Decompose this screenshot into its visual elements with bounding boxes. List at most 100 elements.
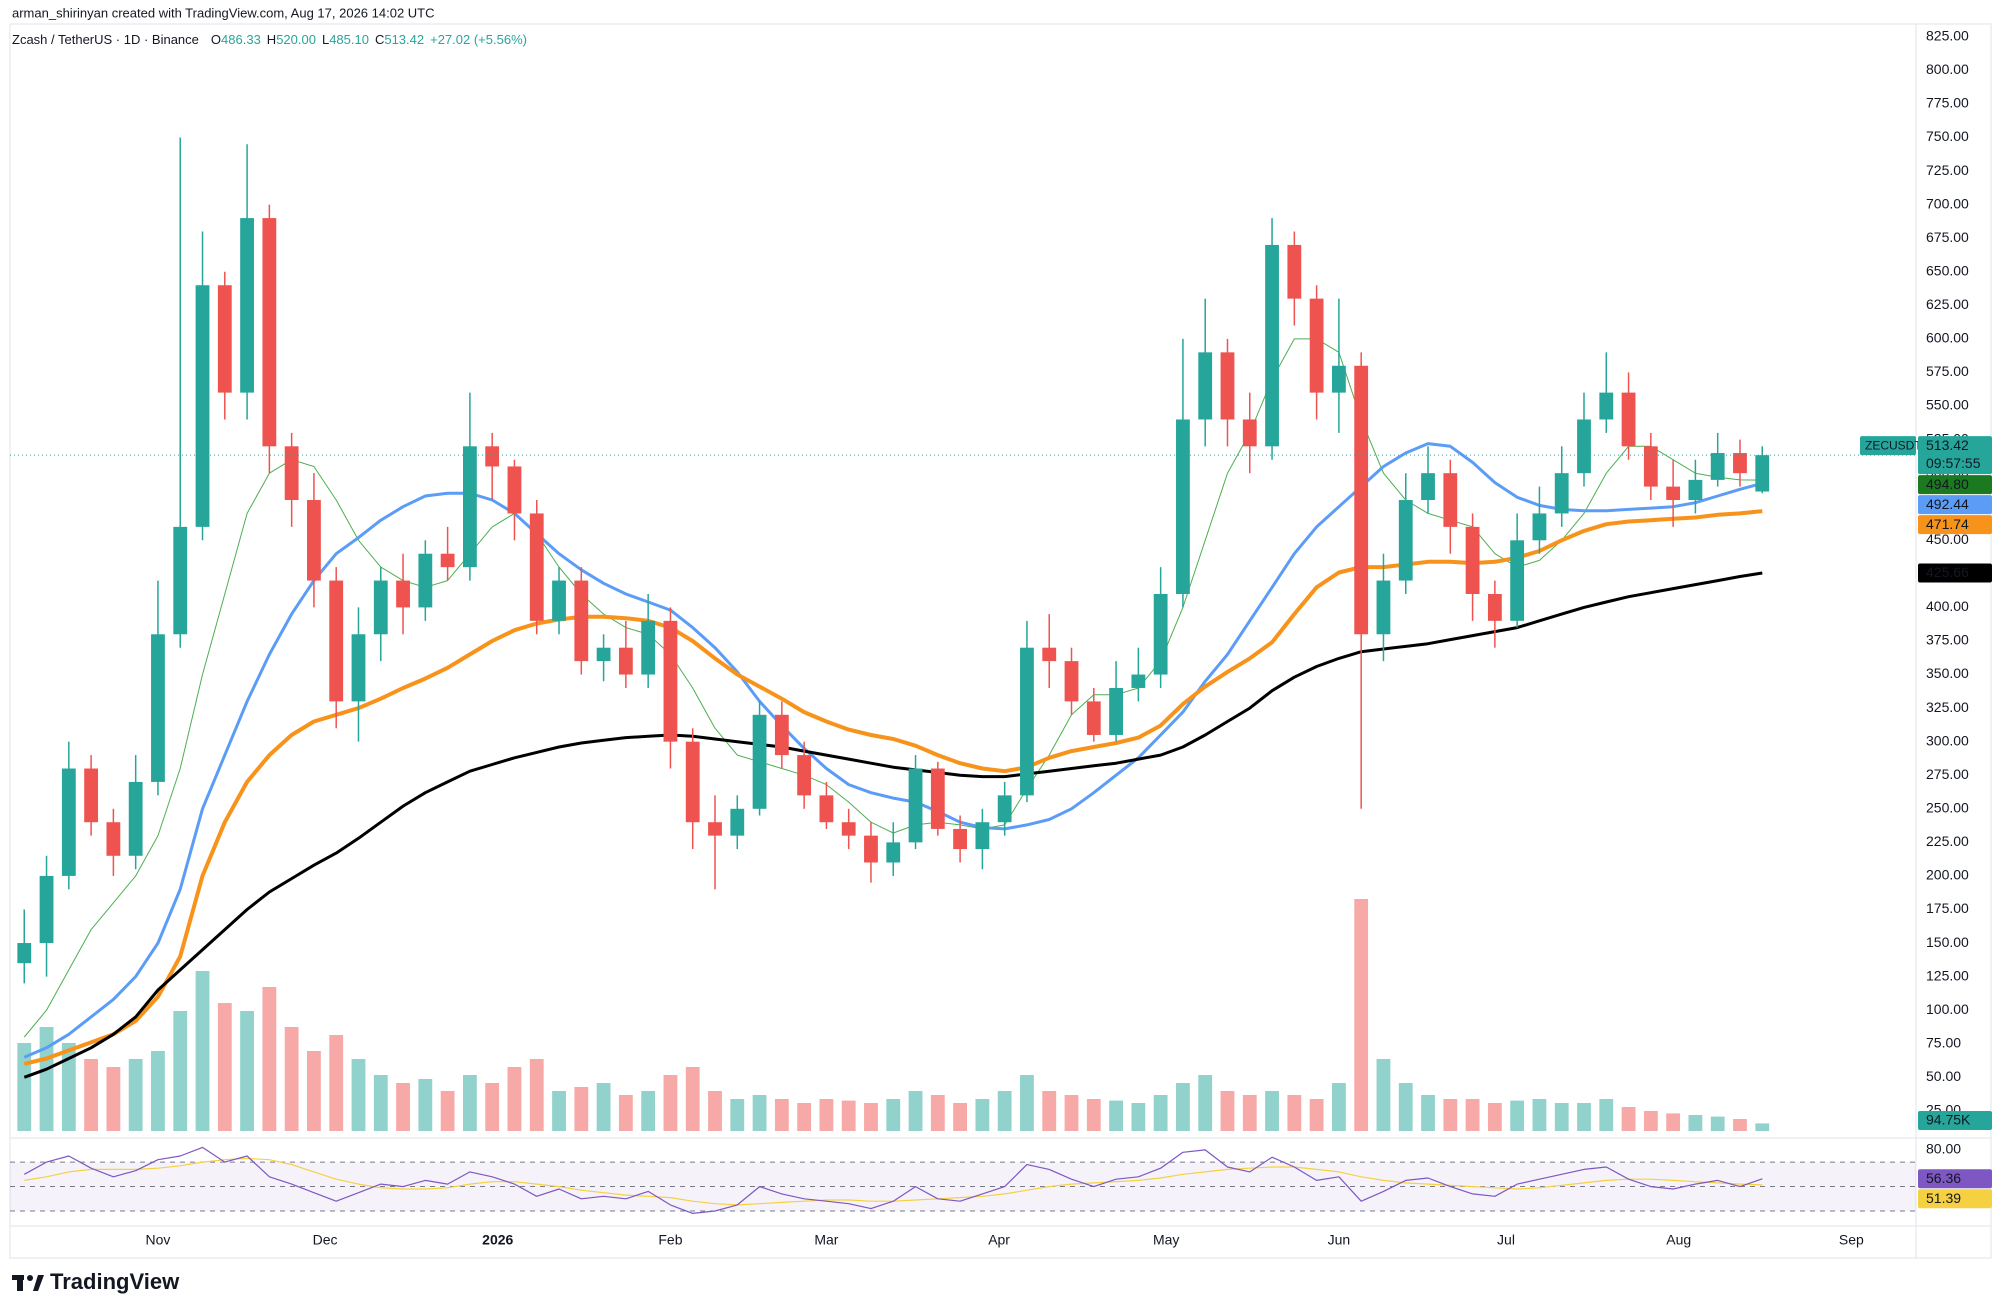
candle-body	[151, 634, 165, 782]
volume-bar	[1421, 1095, 1435, 1131]
y-tick-label: 325.00	[1926, 699, 1969, 715]
y-tick-label: 225.00	[1926, 833, 1969, 849]
volume-bar	[1020, 1075, 1034, 1131]
legend-key: L	[322, 32, 329, 47]
x-tick-label: Dec	[313, 1232, 338, 1248]
candle-body	[886, 842, 901, 863]
y-tick-label: 650.00	[1926, 262, 1969, 278]
candle-body	[1398, 500, 1413, 581]
volume-bar	[173, 1011, 188, 1131]
volume-bar	[307, 1051, 321, 1131]
candle-body	[908, 768, 923, 843]
last-price-box	[1918, 436, 1992, 475]
ma-value-label: 425.66	[1926, 564, 1969, 580]
volume-value-label-box	[1918, 1111, 1992, 1130]
volume-bar	[997, 1091, 1012, 1131]
candle-body	[1131, 674, 1146, 688]
volume-bar	[1220, 1091, 1235, 1131]
candle-body	[1577, 419, 1591, 474]
legend-key: H	[267, 32, 276, 47]
symbol-label: ZECUSDT	[1865, 438, 1922, 452]
legend-value: 520.00	[276, 32, 316, 47]
candle-body	[1465, 526, 1480, 594]
y-tick-label: 175.00	[1926, 900, 1969, 916]
candle-body	[373, 580, 388, 635]
candle-body	[1109, 687, 1123, 735]
volume-bar	[1688, 1115, 1703, 1131]
rsi-value-label: 56.36	[1926, 1170, 1961, 1186]
volume-bar	[240, 1011, 254, 1131]
ma-value-label: 492.44	[1926, 496, 1969, 512]
volume-bar	[396, 1083, 410, 1131]
x-tick-label: Aug	[1666, 1232, 1691, 1248]
candle-body	[1421, 473, 1435, 501]
candle-body	[418, 553, 433, 608]
volume-bar	[1398, 1083, 1413, 1131]
y-tick-label: 275.00	[1926, 766, 1969, 782]
volume-bar	[819, 1099, 834, 1131]
rsi-tick-label: 80.00	[1926, 1141, 1961, 1157]
y-tick-label: 50.00	[1926, 1068, 1961, 1084]
candle-body	[396, 580, 410, 608]
candle-body	[618, 647, 633, 675]
candle-body	[641, 620, 656, 675]
volume-bar	[752, 1095, 767, 1131]
candle-body	[173, 526, 188, 635]
volume-bar	[1198, 1075, 1213, 1131]
volume-bar	[1510, 1100, 1525, 1131]
volume-bar	[1443, 1099, 1458, 1131]
volume-bar	[106, 1067, 121, 1131]
volume-bar	[953, 1103, 968, 1131]
volume-bar	[1309, 1099, 1324, 1131]
candle-body	[997, 795, 1012, 823]
volume-bar	[1755, 1123, 1770, 1131]
legend-title: Zcash / TetherUS · 1D · Binance	[12, 32, 199, 47]
candle-body	[663, 620, 678, 742]
volume-bar	[1086, 1099, 1101, 1131]
candle-body	[507, 466, 522, 514]
volume-bar	[1153, 1095, 1168, 1131]
volume-bar	[574, 1087, 589, 1131]
ma-value-label: 471.74	[1926, 516, 1969, 532]
volume-bar	[1577, 1103, 1591, 1131]
legend-value: 513.42	[384, 32, 424, 47]
ma-value-label-box	[1918, 515, 1992, 535]
candle-body	[1354, 365, 1369, 635]
volume-bar	[864, 1103, 878, 1131]
candle-body	[240, 218, 254, 393]
candle-body	[1376, 580, 1391, 635]
candle-body	[1086, 701, 1101, 735]
candle-body	[1220, 352, 1235, 420]
y-tick-label: 550.00	[1926, 397, 1969, 413]
candle-body	[552, 580, 566, 621]
volume-bar	[596, 1083, 611, 1131]
volume-bar	[1376, 1059, 1391, 1131]
y-tick-label: 400.00	[1926, 598, 1969, 614]
candle-body	[462, 446, 477, 568]
y-tick-label: 725.00	[1926, 162, 1969, 178]
candle-body	[1487, 593, 1502, 621]
candle-body	[485, 446, 500, 467]
candle-body	[685, 741, 700, 823]
legend-key: C	[375, 32, 384, 47]
candle-body	[1710, 453, 1725, 480]
candle-body	[329, 580, 344, 702]
x-tick-label: Mar	[814, 1232, 838, 1248]
candle-body	[39, 875, 54, 944]
x-tick-label: Sep	[1839, 1232, 1864, 1248]
rsi-value-label-box	[1918, 1169, 1992, 1189]
volume-bar	[930, 1095, 945, 1131]
volume-bar	[1710, 1116, 1725, 1131]
volume-bar	[329, 1035, 344, 1131]
candle-body	[440, 553, 455, 568]
x-tick-label: Apr	[988, 1232, 1010, 1248]
candle-body	[1643, 446, 1658, 487]
legend: Zcash / TetherUS · 1D · Binance O486.33 H5…	[12, 32, 527, 47]
y-tick-label: 375.00	[1926, 632, 1969, 648]
volume-bar	[774, 1099, 789, 1131]
candle-body	[1042, 647, 1057, 662]
volume-bar	[440, 1091, 455, 1131]
candle-body	[596, 647, 611, 662]
volume-bar	[61, 1043, 76, 1131]
ma-value-label-box	[1918, 495, 1992, 515]
